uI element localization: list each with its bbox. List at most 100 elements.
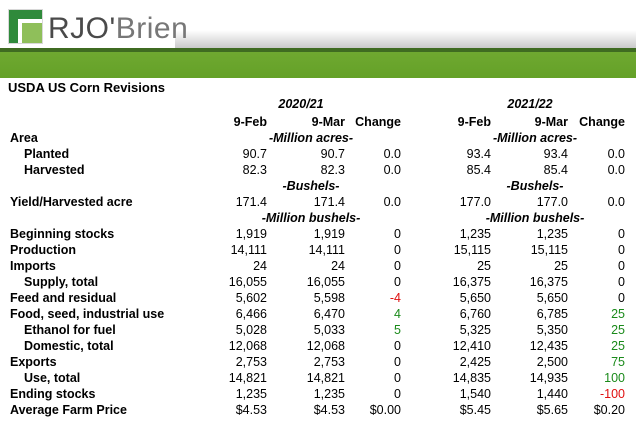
cell-value: 14,835	[452, 371, 491, 385]
row-label: Domestic, total	[24, 339, 114, 353]
change-value: 0	[394, 243, 401, 257]
cell-value: 1,235	[313, 387, 345, 401]
table-title: USDA US Corn Revisions	[8, 80, 165, 95]
change-value: 0	[394, 275, 401, 289]
unit-label: -Million acres-	[492, 131, 578, 145]
change-value: 5	[394, 323, 401, 337]
cell-value: 171.4	[313, 195, 345, 209]
cell-value: 14,821	[306, 371, 345, 385]
cell-value: 2,500	[536, 355, 568, 369]
cell-value: 5,028	[235, 323, 267, 337]
cell-value: 1,540	[459, 387, 491, 401]
change-value: 4	[394, 307, 401, 321]
logo-wordmark: RJO'Brien	[48, 12, 189, 45]
cell-value: 1,919	[313, 227, 345, 241]
row-label: Imports	[10, 259, 56, 273]
cell-value: 2,753	[313, 355, 345, 369]
change-value: -4	[389, 291, 401, 305]
cell-value: 12,435	[529, 339, 568, 353]
change-value: 0	[618, 291, 625, 305]
row-label: Production	[10, 243, 76, 257]
column-header: 9-Feb	[457, 115, 491, 129]
cell-value: 14,935	[529, 371, 568, 385]
column-header-row: 9-Feb 9-Mar Change 9-Feb 9-Mar Change	[0, 114, 636, 130]
change-value: 0	[394, 355, 401, 369]
change-value: 0.0	[607, 163, 625, 177]
change-value: -100	[599, 387, 625, 401]
change-value: 0	[394, 259, 401, 273]
table-row: Domestic, total 12,068 12,068 0 12,410 12,435…	[0, 338, 636, 354]
cell-value: 6,466	[235, 307, 267, 321]
row-label: Planted	[24, 147, 70, 161]
cell-value: $4.53	[235, 403, 267, 417]
row-label: Supply, total	[24, 275, 99, 289]
cell-value: $5.45	[459, 403, 491, 417]
section-unit-row: Area -Million acres- -Million acres-	[0, 130, 636, 146]
change-value: $0.00	[369, 403, 401, 417]
cell-value: 6,470	[313, 307, 345, 321]
cell-value: 90.7	[242, 147, 267, 161]
section-unit-row: -Million bushels- -Million bushels-	[0, 210, 636, 226]
table-row: Average Farm Price $4.53 $4.53 $0.00 $5.45 $5…	[0, 402, 636, 418]
table-row: Imports 24 24 0 25 25 0	[0, 258, 636, 274]
column-header: 9-Feb	[233, 115, 267, 129]
cell-value: 93.4	[543, 147, 568, 161]
unit-label: -Million acres-	[268, 131, 354, 145]
header-green-band	[0, 52, 636, 78]
change-value: 25	[611, 323, 625, 337]
cell-value: 12,068	[306, 339, 345, 353]
unit-label: -Million bushels-	[261, 211, 361, 225]
logo-square-icon	[8, 9, 43, 44]
cell-value: 1,235	[459, 227, 491, 241]
cell-value: 1,235	[536, 227, 568, 241]
cell-value: 16,055	[306, 275, 345, 289]
table-row: Feed and residual 5,602 5,598 -4 5,650 5,650 0	[0, 290, 636, 306]
cell-value: 90.7	[320, 147, 345, 161]
cell-value: 2,753	[235, 355, 267, 369]
row-label: Beginning stocks	[10, 227, 115, 241]
change-value: 75	[611, 355, 625, 369]
change-value: 0.0	[383, 147, 401, 161]
cell-value: 24	[331, 259, 345, 273]
table-row: Food, seed, industrial use 6,466 6,470 4 6,7…	[0, 306, 636, 322]
cell-value: $5.65	[536, 403, 568, 417]
cell-value: 93.4	[466, 147, 491, 161]
header-dark-stripe	[0, 48, 636, 52]
section-label: Area	[10, 131, 38, 145]
table-row: Use, total 14,821 14,821 0 14,835 14,935 100	[0, 370, 636, 386]
table-row: Ethanol for fuel 5,028 5,033 5 5,325 5,350 25	[0, 322, 636, 338]
column-header: 9-Mar	[311, 115, 345, 129]
cell-value: 82.3	[242, 163, 267, 177]
cell-value: 15,115	[530, 243, 568, 257]
change-value: 0	[618, 227, 625, 241]
cell-value: 24	[253, 259, 267, 273]
table-row: Harvested 82.3 82.3 0.0 85.4 85.4 0.0	[0, 162, 636, 178]
row-label: Yield/Harvested acre	[10, 195, 133, 209]
cell-value: 5,325	[459, 323, 491, 337]
table-row: Planted 90.7 90.7 0.0 93.4 93.4 0.0	[0, 146, 636, 162]
change-value: 0.0	[383, 163, 401, 177]
row-label: Average Farm Price	[10, 403, 127, 417]
cell-value: 5,602	[235, 291, 267, 305]
cell-value: 177.0	[536, 195, 568, 209]
column-header: 9-Mar	[534, 115, 568, 129]
unit-label: -Bushels-	[506, 179, 564, 193]
cell-value: 1,919	[235, 227, 267, 241]
cell-value: 5,350	[536, 323, 568, 337]
cell-value: 14,111	[230, 243, 267, 257]
year-header-row: 2020/21 2021/22	[0, 96, 636, 112]
cell-value: 5,598	[313, 291, 345, 305]
unit-label: -Bushels-	[282, 179, 340, 193]
change-value: 0.0	[607, 195, 625, 209]
cell-value: 2,425	[459, 355, 491, 369]
cell-value: 14,111	[308, 243, 345, 257]
row-label: Ending stocks	[10, 387, 96, 401]
cell-value: 5,650	[459, 291, 491, 305]
change-value: 0	[618, 243, 625, 257]
cell-value: 5,033	[313, 323, 345, 337]
cell-value: 25	[477, 259, 491, 273]
table-row: Supply, total 16,055 16,055 0 16,375 16,375 0	[0, 274, 636, 290]
year-label-2020-21: 2020/21	[278, 97, 324, 111]
row-label: Harvested	[24, 163, 85, 177]
row-label: Exports	[10, 355, 57, 369]
